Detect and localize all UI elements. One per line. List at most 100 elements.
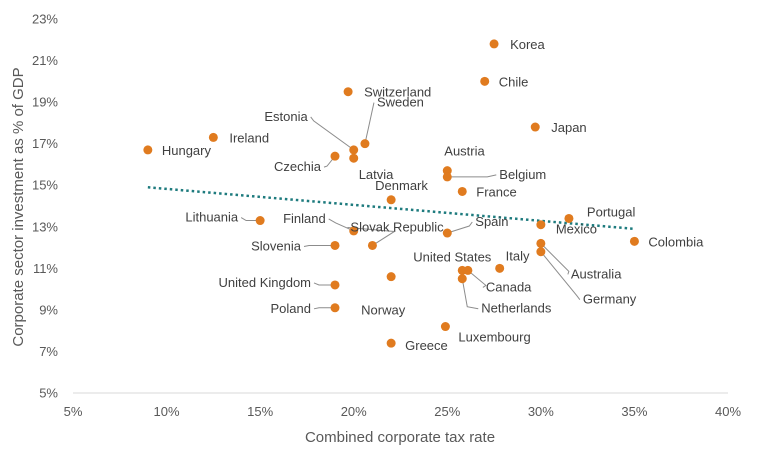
- point-label: Norway: [361, 303, 406, 318]
- label-leader-lines: [240, 102, 581, 310]
- data-point: [495, 263, 505, 273]
- y-tick-label: 21%: [32, 53, 58, 68]
- point-label: Greece: [405, 338, 448, 353]
- label-leader-line: [540, 243, 570, 275]
- data-point: [330, 240, 340, 250]
- point-label: Slovak Republic: [350, 219, 444, 234]
- y-axis-ticks: 5% 7% 9% 11% 13% 15% 17% 19% 21% 23%: [32, 12, 58, 401]
- point-label: Japan: [551, 120, 586, 135]
- data-point: [536, 220, 546, 230]
- data-point: [629, 236, 639, 246]
- data-point: [330, 280, 340, 290]
- x-tick-label: 25%: [434, 404, 460, 419]
- label-leader-line: [347, 226, 396, 246]
- data-point: [349, 153, 359, 163]
- point-label: Sweden: [377, 95, 424, 110]
- data-point: [442, 228, 452, 238]
- point-label: Belgium: [499, 167, 546, 182]
- point-label: Poland: [271, 301, 311, 316]
- data-point: [367, 240, 377, 250]
- data-point: [480, 76, 490, 86]
- label-leader-line: [364, 102, 375, 144]
- point-label: Estonia: [264, 109, 308, 124]
- point-label: Finland: [283, 211, 326, 226]
- x-tick-label: 15%: [247, 404, 273, 419]
- point-label: Spain: [475, 214, 508, 229]
- point-label: Slovenia: [251, 238, 302, 253]
- data-point: [463, 265, 473, 275]
- point-label: Mexico: [556, 222, 597, 237]
- data-point: [143, 145, 153, 155]
- y-tick-label: 15%: [32, 178, 58, 193]
- point-label: Chile: [499, 74, 529, 89]
- label-leader-line: [461, 278, 479, 310]
- point-label: Italy: [506, 248, 530, 263]
- point-label: Czechia: [274, 159, 322, 174]
- point-label: Hungary: [162, 143, 212, 158]
- trendline: [147, 186, 635, 231]
- data-point: [349, 226, 359, 236]
- data-point: [442, 172, 452, 182]
- y-tick-label: 5%: [39, 386, 58, 401]
- point-label: Netherlands: [481, 301, 552, 316]
- y-tick-label: 11%: [33, 261, 58, 276]
- label-leader-line: [540, 251, 581, 301]
- data-point: [457, 186, 467, 196]
- data-point: [360, 139, 370, 149]
- x-tick-label: 35%: [621, 404, 647, 419]
- data-point: [530, 122, 540, 132]
- y-tick-label: 7%: [39, 344, 58, 359]
- x-axis-ticks: 5% 10% 15% 20% 25% 30% 35% 40%: [64, 404, 742, 419]
- point-label: Lithuania: [185, 210, 239, 225]
- point-label: Germany: [583, 292, 637, 307]
- data-point: [536, 238, 546, 248]
- point-label: France: [476, 184, 516, 199]
- x-tick-label: 10%: [154, 404, 180, 419]
- point-label: Switzerland: [364, 85, 431, 100]
- label-leader-line: [467, 270, 487, 288]
- x-tick-label: 40%: [715, 404, 741, 419]
- data-point: [330, 303, 340, 313]
- point-label: United States: [413, 249, 492, 264]
- point-label: Colombia: [648, 234, 704, 249]
- data-point: [536, 247, 546, 257]
- data-point: [386, 195, 396, 205]
- data-point: [255, 216, 265, 226]
- point-label: Australia: [571, 266, 622, 281]
- label-leader-line: [313, 282, 335, 286]
- data-point: [330, 151, 340, 161]
- data-point: [489, 39, 499, 49]
- label-leader-line: [310, 116, 355, 151]
- point-label: Austria: [444, 144, 485, 159]
- data-point: [457, 274, 467, 284]
- label-leader-line: [240, 217, 261, 222]
- label-leader-line: [303, 244, 335, 247]
- label-leader-line: [313, 307, 335, 310]
- data-point: [386, 272, 396, 282]
- point-label: Portugal: [587, 204, 636, 219]
- label-leader-line: [447, 174, 497, 178]
- point-label: Latvia: [359, 167, 394, 182]
- data-point: [343, 87, 353, 97]
- y-tick-label: 9%: [39, 302, 58, 317]
- point-label: Korea: [510, 37, 545, 52]
- data-point: [440, 322, 450, 332]
- y-tick-label: 19%: [32, 95, 58, 110]
- point-labels: Korea Chile Switzerland Japan Ireland Hungary…: [162, 37, 704, 353]
- data-point: [386, 338, 396, 348]
- point-label: Canada: [486, 279, 532, 294]
- point-label: Ireland: [229, 130, 269, 145]
- x-tick-label: 30%: [528, 404, 554, 419]
- y-tick-label: 23%: [32, 12, 58, 27]
- x-tick-label: 5%: [64, 404, 83, 419]
- data-point: [349, 145, 359, 155]
- point-label: Luxembourg: [458, 330, 530, 345]
- y-tick-label: 17%: [32, 136, 58, 151]
- data-points: [143, 39, 639, 348]
- x-tick-label: 20%: [341, 404, 367, 419]
- data-point: [442, 166, 452, 176]
- x-axis-title: Combined corporate tax rate: [305, 429, 495, 446]
- point-label: Denmark: [375, 178, 428, 193]
- data-point: [208, 132, 218, 142]
